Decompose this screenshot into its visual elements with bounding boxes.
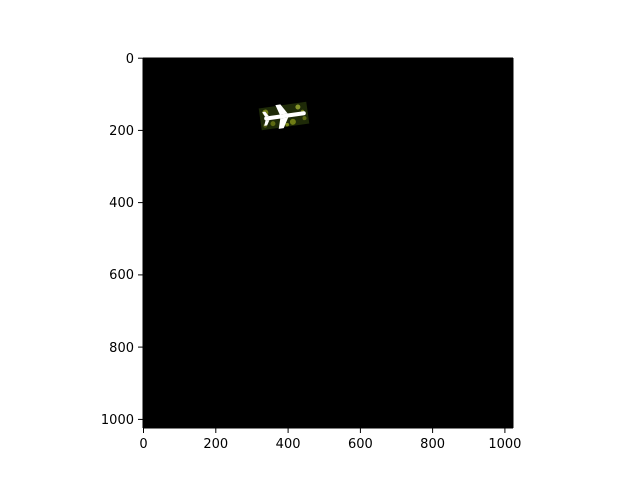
image-background <box>143 58 513 428</box>
y-tick-label: 1000 <box>101 413 134 428</box>
y-tick-label: 0 <box>126 52 134 67</box>
airplane-icon <box>262 104 306 129</box>
y-tick-label: 200 <box>109 124 134 139</box>
vegetation-speck <box>295 104 301 110</box>
y-tick-label: 600 <box>109 268 134 283</box>
x-tick-label: 200 <box>203 437 228 452</box>
x-tick-label: 400 <box>276 437 301 452</box>
x-tick-label: 1000 <box>488 437 521 452</box>
vegetation-speck <box>302 116 307 121</box>
y-tick-label: 800 <box>109 341 134 356</box>
vegetation-speck <box>270 121 276 127</box>
x-axis: 0 200 400 600 800 1000 <box>139 428 521 452</box>
airplane-patch <box>258 101 310 131</box>
x-tick-label: 0 <box>139 437 147 452</box>
vegetation-speck <box>289 118 296 125</box>
y-axis: 0 200 400 600 800 1000 <box>101 52 143 428</box>
y-tick-label: 400 <box>109 196 134 211</box>
vegetation-speck <box>285 122 290 127</box>
x-tick-label: 600 <box>348 437 373 452</box>
x-tick-label: 800 <box>420 437 445 452</box>
